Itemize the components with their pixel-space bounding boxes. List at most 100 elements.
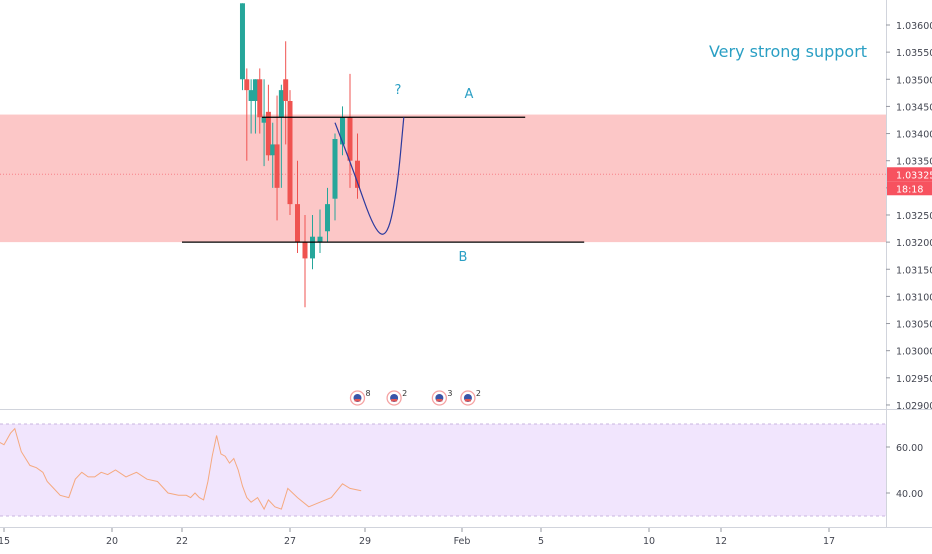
time-tick-label: 17 <box>823 536 835 547</box>
rsi-band <box>0 424 886 516</box>
event-flag-stripe <box>354 399 361 402</box>
candle-body <box>283 79 289 101</box>
rsi-tick-label: 60.00 <box>896 443 923 454</box>
time-tick-label: 15 <box>0 536 10 547</box>
candle-body <box>244 79 250 91</box>
candle-body <box>302 242 308 259</box>
event-marker[interactable]: 2 <box>386 389 407 406</box>
rsi-tick-label: 40.00 <box>896 489 923 500</box>
candle-body <box>355 160 360 188</box>
price-tick-label: 1.03600 <box>896 21 932 32</box>
candle-body <box>252 79 258 101</box>
current-price-label: 1.03325 <box>896 170 932 181</box>
annotation-text[interactable]: Very strong support <box>709 42 867 61</box>
price-tick-label: 1.03450 <box>896 102 932 113</box>
time-tick-label: 10 <box>643 536 655 547</box>
event-count: 2 <box>476 389 481 398</box>
time-tick-label: 22 <box>176 536 188 547</box>
price-tick-label: 1.02900 <box>896 401 932 412</box>
candle-body <box>340 117 345 145</box>
price-tick-label: 1.03550 <box>896 48 932 59</box>
time-tick-label: Feb <box>454 536 471 547</box>
candle-body <box>317 236 323 243</box>
support-zone-layer <box>0 114 886 243</box>
event-count: 3 <box>447 389 452 398</box>
time-tick-label: 20 <box>106 536 118 547</box>
event-flag-stripe <box>391 399 398 402</box>
candle[interactable] <box>244 68 250 161</box>
event-count: 2 <box>402 389 407 398</box>
candle[interactable] <box>261 79 267 167</box>
candle-body <box>310 236 315 259</box>
candlestick-series <box>239 3 360 308</box>
event-marker[interactable]: 8 <box>349 389 371 406</box>
time-axis[interactable]: 15 20 22 27 29 Feb 5 10 12 17 <box>0 528 835 547</box>
price-tick-label: 1.03150 <box>896 265 932 276</box>
candle[interactable] <box>317 209 323 253</box>
candle-body <box>261 117 267 123</box>
price-tick-label: 1.03400 <box>896 130 932 141</box>
candle-body <box>287 100 293 205</box>
current-price-badge[interactable] <box>887 167 932 182</box>
candle[interactable] <box>265 84 271 161</box>
candle[interactable] <box>257 68 263 134</box>
candle[interactable] <box>248 79 254 134</box>
candle[interactable] <box>355 133 360 199</box>
countdown-badge <box>887 181 932 196</box>
price-tick-label: 1.02950 <box>896 374 932 385</box>
level-label-a[interactable]: A <box>465 87 474 102</box>
price-tick-label: 1.03250 <box>896 211 932 222</box>
candle[interactable] <box>278 84 284 188</box>
event-marker[interactable]: 2 <box>460 389 481 406</box>
support-zone[interactable] <box>0 114 886 243</box>
question-mark-label[interactable]: ? <box>395 83 402 98</box>
price-tick-label: 1.03050 <box>896 320 932 331</box>
price-tick-label: 1.03000 <box>896 347 932 358</box>
event-markers: 8 2 3 2 <box>349 389 481 406</box>
candle[interactable] <box>347 73 353 188</box>
level-label-b[interactable]: B <box>459 250 468 265</box>
time-tick-label: 29 <box>359 536 371 547</box>
rsi-axis[interactable]: 60.00 40.00 <box>886 443 923 500</box>
time-tick-label: 5 <box>538 536 544 547</box>
candle[interactable] <box>287 90 293 215</box>
candle-body <box>270 144 276 156</box>
event-marker[interactable]: 3 <box>431 389 452 406</box>
countdown-label: 18:18 <box>896 184 923 195</box>
candle[interactable] <box>252 79 258 134</box>
candle[interactable] <box>332 133 338 221</box>
candle[interactable] <box>283 41 289 145</box>
candle-body <box>274 144 280 188</box>
candle[interactable] <box>295 160 300 253</box>
candle-body <box>332 138 338 199</box>
candle[interactable] <box>274 95 280 221</box>
price-tick-label: 1.03200 <box>896 238 932 249</box>
price-tick-label: 1.03350 <box>896 157 932 168</box>
candle[interactable] <box>270 122 276 188</box>
rsi-pane <box>0 423 886 517</box>
price-tick-label: 1.03100 <box>896 292 932 303</box>
event-flag-stripe <box>436 399 443 402</box>
candle-body <box>257 79 263 118</box>
price-tick-label: 1.03500 <box>896 75 932 86</box>
event-count: 8 <box>366 389 371 398</box>
candle[interactable] <box>239 3 245 91</box>
event-flag-stripe <box>464 399 471 402</box>
candle[interactable] <box>340 106 345 156</box>
candle[interactable] <box>325 187 330 243</box>
rsi-line[interactable] <box>0 427 362 511</box>
price-axis[interactable]: 1.03600 1.03550 1.03500 1.03450 1.03400 1.033… <box>886 21 932 412</box>
candle-body <box>325 204 330 232</box>
time-tick-label: 27 <box>284 536 296 547</box>
candle[interactable] <box>302 214 308 308</box>
time-tick-label: 12 <box>715 536 727 547</box>
projected-path[interactable] <box>334 117 405 235</box>
candle-body <box>248 90 254 101</box>
candle-body <box>278 90 284 118</box>
candle-body <box>239 3 245 80</box>
drawings-layer: AB <box>182 87 585 265</box>
candle-body <box>295 204 300 243</box>
candle-body <box>347 117 353 161</box>
